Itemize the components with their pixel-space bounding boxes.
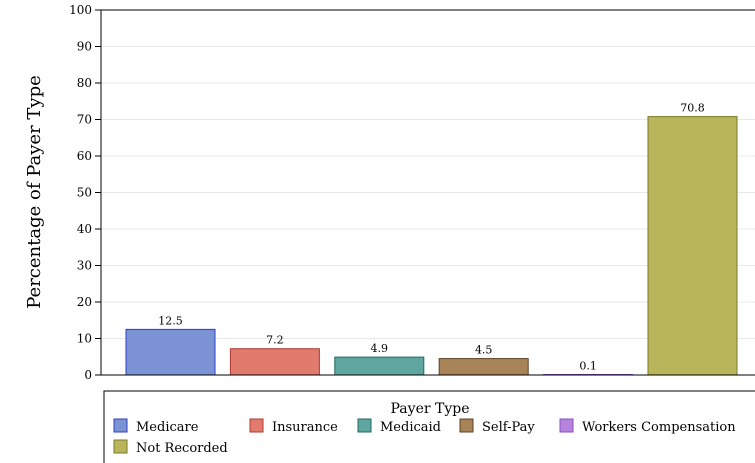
y-tick-label: 70 — [77, 113, 92, 127]
y-tick-label: 50 — [77, 186, 92, 200]
legend-swatch — [113, 418, 128, 433]
data-label: 70.8 — [680, 102, 705, 115]
bar-medicare — [125, 328, 216, 376]
y-tick-label: 30 — [77, 259, 92, 273]
legend: Payer Type Medicare Insurance Medicaid Self… — [103, 390, 755, 463]
legend-swatch — [249, 418, 264, 433]
bar-not-recorded — [647, 116, 738, 376]
legend-frame — [103, 390, 755, 463]
legend-entry: Not Recorded — [136, 441, 228, 456]
bar-medicaid — [334, 356, 425, 376]
legend-swatch — [459, 418, 474, 433]
legend-swatch — [113, 439, 128, 454]
legend-title: Payer Type — [391, 401, 470, 417]
bar-self-pay — [438, 358, 529, 376]
data-label: 4.9 — [371, 342, 389, 355]
y-tick-label: 20 — [77, 295, 92, 309]
data-label: 12.5 — [158, 314, 183, 327]
y-tick-label: 100 — [69, 3, 92, 17]
legend-entry: Self-Pay — [482, 420, 535, 435]
legend-entry: Insurance — [272, 420, 338, 435]
data-label: 0.1 — [579, 360, 597, 373]
legend-entry: Medicaid — [380, 420, 441, 435]
bars: 12.5 7.2 4.9 4.5 0.1 70.8 — [125, 102, 738, 376]
legend-swatch — [357, 418, 372, 433]
y-tick-label: 60 — [77, 149, 92, 163]
data-label: 4.5 — [475, 344, 493, 357]
y-tick-label: 80 — [77, 76, 92, 90]
legend-entry: Workers Compensation — [582, 420, 736, 435]
axes: 0 10 20 30 40 50 60 70 80 90 100 — [69, 3, 755, 382]
y-tick-label: 90 — [77, 40, 92, 54]
y-tick-label: 0 — [84, 368, 92, 382]
legend-swatch — [559, 418, 574, 433]
data-label: 7.2 — [266, 334, 284, 347]
legend-entry: Medicare — [136, 420, 199, 435]
y-tick-label: 40 — [77, 222, 92, 236]
y-axis-label: Percentage of Payer Type — [24, 75, 45, 309]
y-tick-label: 10 — [77, 332, 92, 346]
bar-insurance — [229, 348, 320, 376]
